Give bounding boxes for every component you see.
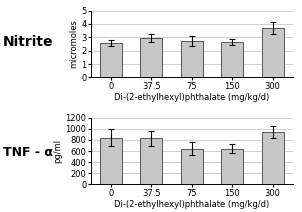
X-axis label: Di-(2-ethylhexyl)phthalate (mg/kg/d): Di-(2-ethylhexyl)phthalate (mg/kg/d) (114, 200, 269, 209)
Bar (140, 138, 162, 184)
Bar (181, 149, 203, 184)
Bar (262, 28, 284, 77)
Bar (181, 41, 203, 77)
Bar (140, 38, 162, 77)
X-axis label: Di-(2-ethylhexyl)phthalate (mg/kg/d): Di-(2-ethylhexyl)phthalate (mg/kg/d) (114, 93, 269, 102)
Bar (100, 43, 122, 77)
Y-axis label: micromoles: micromoles (69, 20, 78, 68)
Bar (100, 138, 122, 184)
Bar (221, 42, 243, 77)
Bar (262, 132, 284, 184)
Bar (221, 148, 243, 184)
Text: Nitrite: Nitrite (3, 35, 53, 49)
Y-axis label: pg/ml: pg/ml (54, 139, 63, 163)
Text: TNF - α: TNF - α (3, 146, 53, 159)
